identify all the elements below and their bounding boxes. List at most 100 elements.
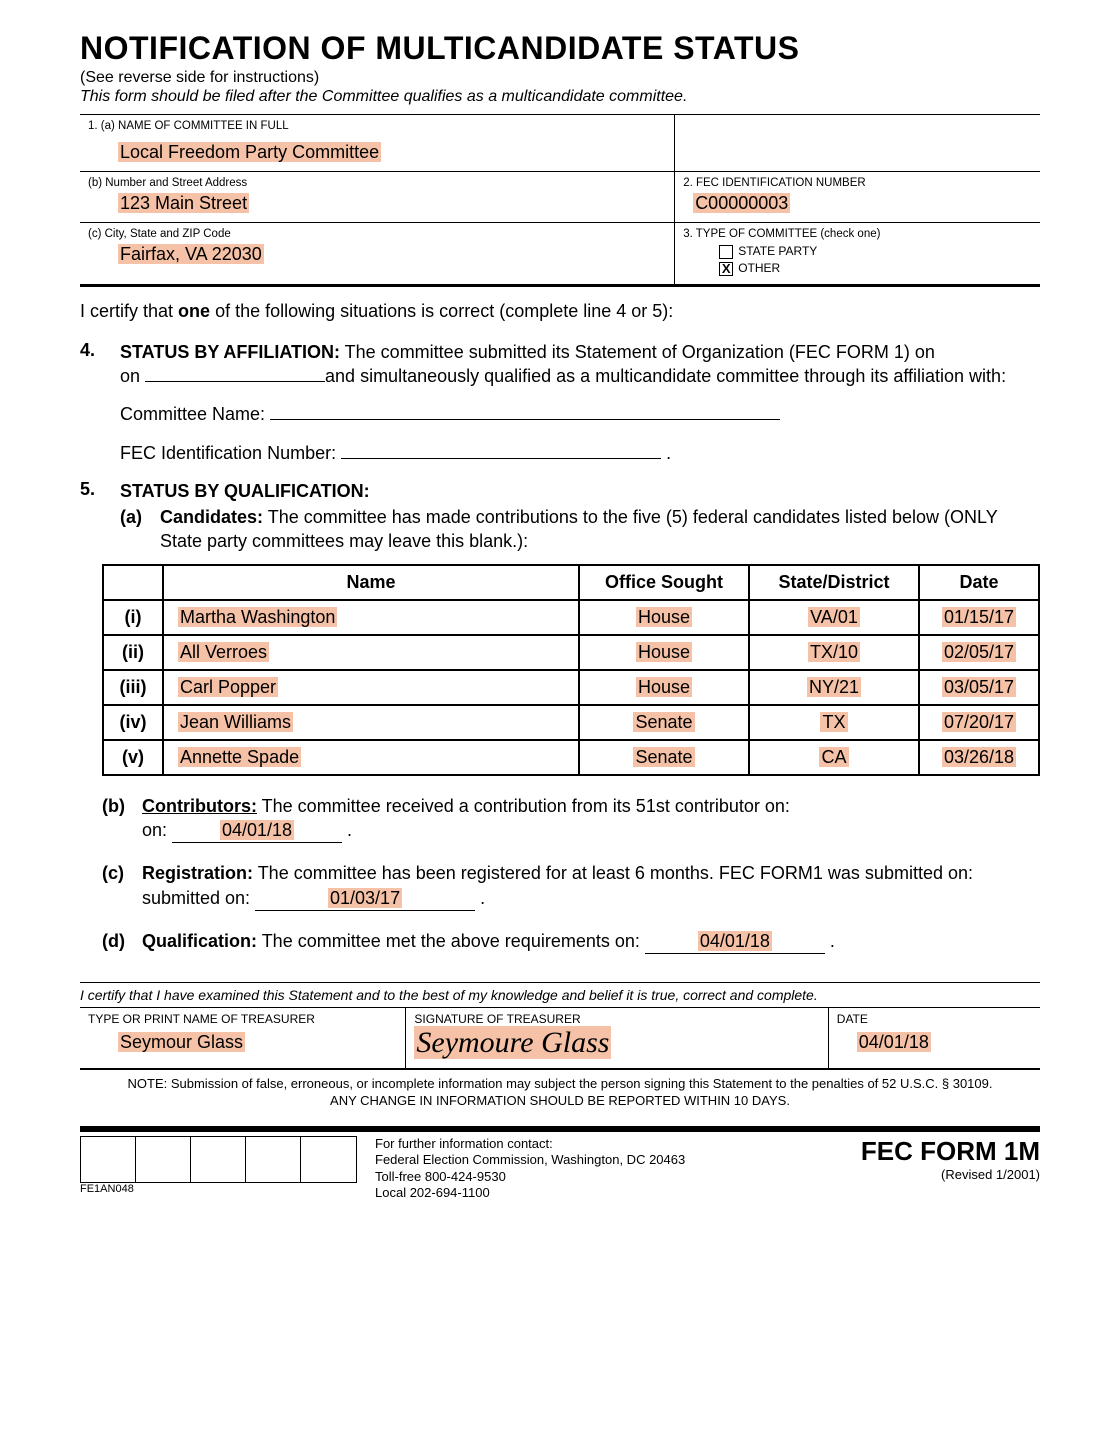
form-subtitle-1: (See reverse side for instructions) xyxy=(80,69,1040,87)
row-name: Jean Williams xyxy=(178,712,293,732)
section-5c-letter: (c) xyxy=(102,861,142,911)
section-5b-heading: Contributors: xyxy=(142,796,257,816)
state-party-option[interactable]: STATE PARTY xyxy=(719,244,1032,259)
row-office: House xyxy=(636,607,692,627)
section-4-text-1: The committee submitted its Statement of… xyxy=(340,342,935,362)
treasurer-name: Seymour Glass xyxy=(118,1032,245,1052)
office-use-boxes xyxy=(80,1136,357,1183)
row-idx: (v) xyxy=(103,740,163,775)
row-name: All Verroes xyxy=(178,642,269,662)
note-line-2: ANY CHANGE IN INFORMATION SHOULD BE REPO… xyxy=(330,1093,790,1108)
section-5d-heading: Qualification: xyxy=(142,931,257,951)
form-number: FEC FORM 1M xyxy=(861,1136,1040,1167)
fec-id-value: C00000003 xyxy=(693,193,790,213)
footer-bar: FE1AN048 For further information contact… xyxy=(80,1126,1040,1201)
section-5b-letter: (b) xyxy=(102,794,142,844)
contact-line-4: Local 202-694-1100 xyxy=(375,1185,490,1200)
row-office: House xyxy=(636,677,692,697)
section-4-text-2: and simultaneously qualified as a multic… xyxy=(325,366,1006,386)
candidates-table: Name Office Sought State/District Date (… xyxy=(102,564,1040,776)
committee-name-value: Local Freedom Party Committee xyxy=(118,142,381,162)
th-date: Date xyxy=(919,565,1039,600)
certification-statement: I certify that I have examined this Stat… xyxy=(80,983,1040,1008)
section-5c-body: The committee has been registered for at… xyxy=(253,863,973,883)
th-name: Name xyxy=(163,565,579,600)
row-sd: VA/01 xyxy=(808,607,860,627)
signature-label: SIGNATURE OF TREASURER xyxy=(414,1012,819,1026)
committee-name-line: Committee Name: xyxy=(120,402,1040,426)
committee-name-label: 1. (a) NAME OF COMMITTEE IN FULL xyxy=(88,120,666,132)
table-row: (ii)All VerroesHouseTX/1002/05/17 xyxy=(103,635,1039,670)
treasurer-name-label: TYPE OR PRINT NAME OF TREASURER xyxy=(88,1012,397,1026)
city-cell: (c) City, State and ZIP Code Fairfax, VA… xyxy=(80,223,675,284)
certify-bold: one xyxy=(178,301,210,321)
empty-cell xyxy=(675,115,1040,172)
section-5b-body: The committee received a contribution fr… xyxy=(257,796,790,816)
committee-type-cell: 3. TYPE OF COMMITTEE (check one) STATE P… xyxy=(675,223,1040,284)
th-office: Office Sought xyxy=(579,565,749,600)
row-sd: CA xyxy=(819,747,848,767)
row-name: Annette Spade xyxy=(178,747,301,767)
state-party-checkbox[interactable] xyxy=(719,245,733,259)
contact-info: For further information contact: Federal… xyxy=(375,1136,861,1201)
note-line-1: NOTE: Submission of false, erroneous, or… xyxy=(128,1076,993,1091)
address-label: (b) Number and Street Address xyxy=(88,177,666,189)
signature-date-label: DATE xyxy=(837,1012,1032,1026)
registration-date: 01/03/17 xyxy=(328,888,402,908)
contact-line-2: Federal Election Commission, Washington,… xyxy=(375,1152,685,1167)
certify-tail: of the following situations is correct (… xyxy=(210,301,673,321)
fec-number-field[interactable] xyxy=(341,458,661,459)
section-5-heading: STATUS BY QUALIFICATION: xyxy=(120,481,370,501)
form-revision: (Revised 1/2001) xyxy=(861,1167,1040,1182)
contributors-date: 04/01/18 xyxy=(220,820,294,840)
other-checkbox[interactable]: X xyxy=(719,262,733,276)
signature-date: 04/01/18 xyxy=(857,1032,931,1052)
section-5c-heading: Registration: xyxy=(142,863,253,883)
row-sd: TX/10 xyxy=(808,642,860,662)
identification-section: 1. (a) NAME OF COMMITTEE IN FULL Local F… xyxy=(80,114,1040,287)
section-5-number: 5. xyxy=(80,479,120,554)
row-office: House xyxy=(636,642,692,662)
city-value: Fairfax, VA 22030 xyxy=(118,244,264,264)
other-option[interactable]: X OTHER xyxy=(719,261,1032,276)
section-4-number: 4. xyxy=(80,340,120,465)
certification-block: I certify that I have examined this Stat… xyxy=(80,982,1040,1070)
section-5a-heading: Candidates: xyxy=(160,507,263,527)
section-4: 4. STATUS BY AFFILIATION: The committee … xyxy=(80,340,1040,465)
address-value: 123 Main Street xyxy=(118,193,249,213)
committee-name-field-label: Committee Name: xyxy=(120,404,270,424)
form-subtitle-2: This form should be filed after the Comm… xyxy=(80,88,1040,106)
certify-head: I certify that xyxy=(80,301,178,321)
fec-number-field-label: FEC Identification Number: xyxy=(120,443,341,463)
row-office: Senate xyxy=(633,712,694,732)
section-5d-letter: (d) xyxy=(102,929,142,954)
contact-line-3: Toll-free 800-424-9530 xyxy=(375,1169,506,1184)
committee-name-field[interactable] xyxy=(270,419,780,420)
form-identifier: FEC FORM 1M (Revised 1/2001) xyxy=(861,1136,1040,1182)
row-office: Senate xyxy=(633,747,694,767)
row-sd: NY/21 xyxy=(807,677,861,697)
committee-name-cell: 1. (a) NAME OF COMMITTEE IN FULL Local F… xyxy=(80,115,675,172)
section-5a-letter: (a) xyxy=(120,505,160,554)
certify-statement: I certify that one of the following situ… xyxy=(80,301,1040,322)
affiliation-date-field[interactable] xyxy=(145,381,325,382)
section-5d-body: The committee met the above requirements… xyxy=(257,931,645,951)
section-5: 5. STATUS BY QUALIFICATION: (a) Candidat… xyxy=(80,479,1040,554)
table-row: (v)Annette SpadeSenateCA03/26/18 xyxy=(103,740,1039,775)
section-4-heading: STATUS BY AFFILIATION: xyxy=(120,342,340,362)
address-cell: (b) Number and Street Address 123 Main S… xyxy=(80,172,675,223)
city-label: (c) City, State and ZIP Code xyxy=(88,228,666,240)
row-date: 02/05/17 xyxy=(942,642,1016,662)
table-row: (i)Martha WashingtonHouseVA/0101/15/17 xyxy=(103,600,1039,635)
penalty-note: NOTE: Submission of false, erroneous, or… xyxy=(80,1076,1040,1110)
committee-type-label: 3. TYPE OF COMMITTEE (check one) xyxy=(683,228,1032,240)
section-5d: (d) Qualification: The committee met the… xyxy=(80,929,1040,954)
form-header: NOTIFICATION OF MULTICANDIDATE STATUS (S… xyxy=(80,30,1040,106)
fec-id-cell: 2. FEC IDENTIFICATION NUMBER C00000003 xyxy=(675,172,1040,223)
row-idx: (iv) xyxy=(103,705,163,740)
row-date: 03/05/17 xyxy=(942,677,1016,697)
other-label: OTHER xyxy=(738,261,780,275)
row-name: Martha Washington xyxy=(178,607,337,627)
row-idx: (iii) xyxy=(103,670,163,705)
table-row: (iv)Jean WilliamsSenateTX07/20/17 xyxy=(103,705,1039,740)
